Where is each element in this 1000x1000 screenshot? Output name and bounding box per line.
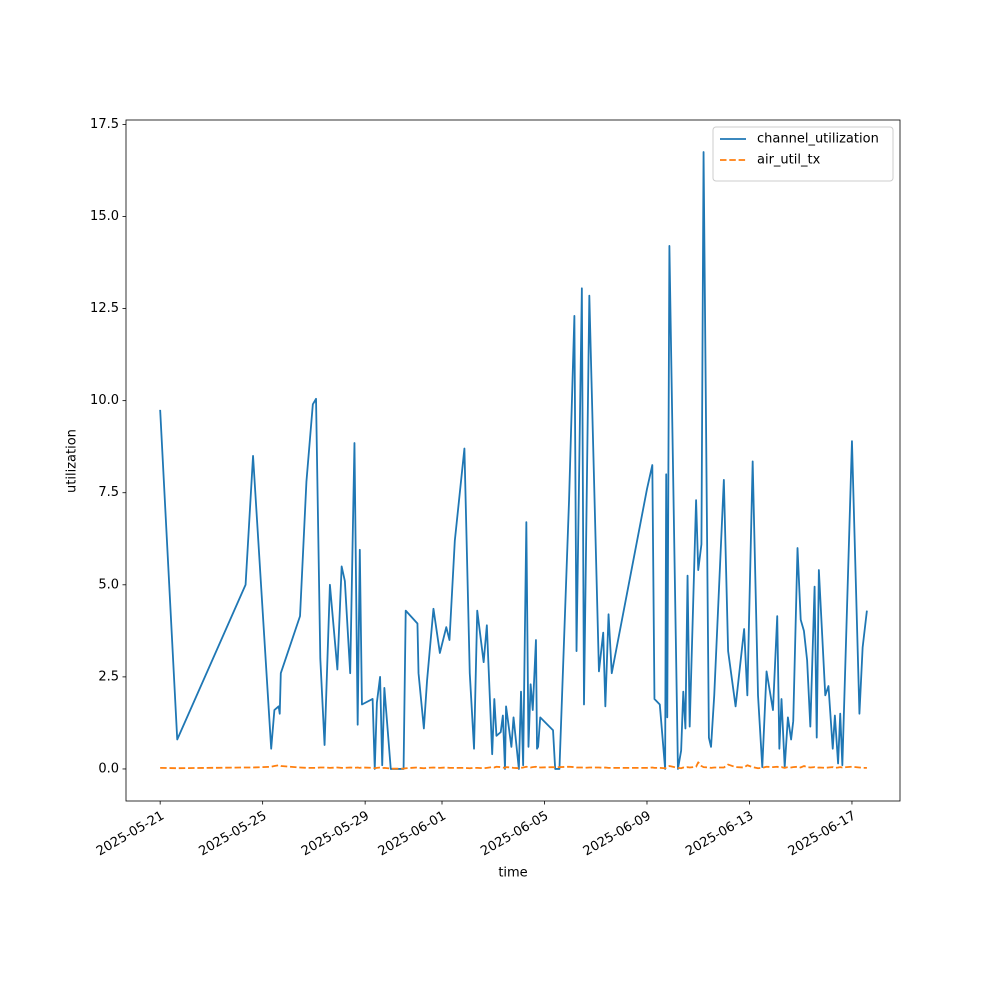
y-tick-label: 7.5: [98, 485, 119, 500]
y-tick-label: 2.5: [98, 669, 119, 684]
y-axis-label: utilization: [65, 429, 80, 493]
y-tick-label: 10.0: [90, 393, 119, 408]
legend-label: air_util_tx: [757, 153, 821, 168]
y-tick-label: 17.5: [90, 117, 119, 132]
series-line: [160, 761, 867, 770]
y-tick-label: 15.0: [90, 209, 119, 224]
legend-box: [712, 126, 894, 182]
legend-label: channel_utilization: [757, 132, 879, 147]
series-line: [159, 151, 868, 770]
y-tick-label: 0.0: [98, 761, 119, 776]
y-tick-label: 12.5: [90, 301, 119, 316]
x-axis-label: time: [498, 866, 527, 881]
y-tick-label: 5.0: [98, 577, 119, 592]
plot-frame: [125, 119, 901, 802]
